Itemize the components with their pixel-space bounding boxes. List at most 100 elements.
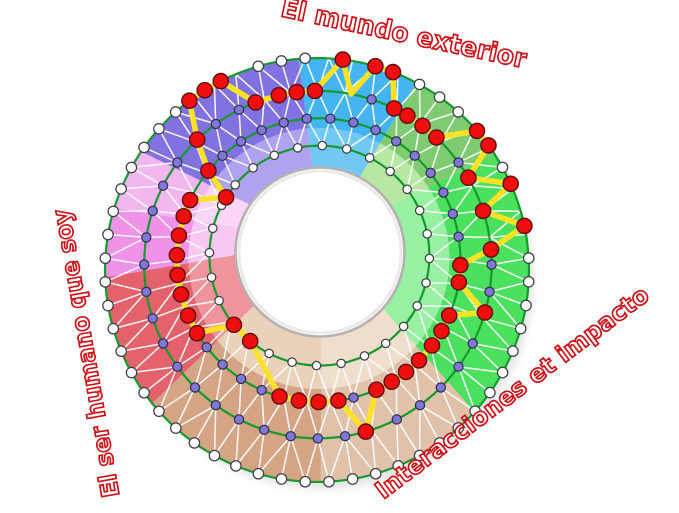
center-hole-inner-shade (237, 169, 403, 335)
answer-dot[interactable] (410, 352, 428, 369)
answer-dot[interactable] (414, 117, 431, 135)
answer-dot[interactable] (212, 72, 230, 90)
answer-dot[interactable] (428, 129, 445, 146)
ring-node (390, 136, 402, 147)
answer-dot[interactable] (188, 131, 206, 148)
answer-dot[interactable] (168, 246, 186, 264)
answer-dot[interactable] (452, 256, 469, 274)
ring-node (341, 144, 352, 154)
ring-node (201, 342, 212, 353)
ring-node (369, 467, 382, 480)
ring-node (435, 382, 447, 393)
answer-dot[interactable] (169, 266, 186, 284)
answer-dot[interactable] (181, 92, 198, 109)
ring-node (208, 449, 221, 462)
answer-dot[interactable] (440, 307, 458, 324)
answer-dot[interactable] (247, 94, 264, 111)
ring-node (323, 475, 335, 488)
ring-node (433, 91, 446, 103)
answer-dot[interactable] (290, 392, 308, 409)
ring-node (172, 361, 183, 372)
answer-dot[interactable] (181, 191, 199, 209)
answer-dot[interactable] (170, 227, 188, 244)
answer-dot[interactable] (217, 188, 235, 206)
ring-node (507, 345, 519, 357)
answer-dot[interactable] (310, 393, 327, 411)
answer-dot[interactable] (397, 363, 415, 381)
answer-dot[interactable] (306, 82, 324, 100)
ring-node (233, 104, 245, 116)
answer-dot[interactable] (482, 241, 500, 258)
ring-node (169, 106, 182, 118)
ring-node (453, 157, 464, 168)
ring-node (409, 150, 420, 161)
answer-dot[interactable] (172, 286, 190, 303)
answer-dot[interactable] (225, 316, 243, 334)
answer-dot[interactable] (368, 381, 385, 399)
answer-dot[interactable] (480, 137, 497, 154)
answer-dot[interactable] (399, 107, 416, 124)
answer-dot[interactable] (175, 207, 192, 225)
ring-node (486, 259, 497, 270)
answer-dot[interactable] (384, 63, 402, 81)
ring-node (210, 399, 222, 411)
ring-node (206, 272, 217, 283)
ring-node (147, 205, 158, 217)
answer-dot[interactable] (460, 169, 477, 186)
ring-node (141, 232, 152, 243)
answer-dot[interactable] (423, 337, 441, 354)
ring-node (412, 301, 423, 311)
answer-dot[interactable] (200, 162, 217, 180)
answer-dot[interactable] (188, 324, 206, 342)
answer-dot[interactable] (330, 392, 347, 409)
ring-node (312, 433, 324, 444)
ring-node (125, 161, 138, 174)
ring-node (115, 183, 127, 195)
ring-node (287, 357, 297, 368)
answer-dot[interactable] (334, 51, 352, 68)
ring-node (299, 52, 311, 65)
ring-node (147, 313, 158, 324)
ring-node (217, 359, 228, 370)
answer-dot[interactable] (468, 122, 486, 140)
ring-node (278, 117, 289, 128)
ring-node (138, 259, 150, 270)
ring-node (496, 366, 509, 379)
answer-dot[interactable] (270, 87, 288, 104)
ring-node (292, 142, 303, 153)
ring-node (141, 286, 152, 298)
answer-dot[interactable] (516, 217, 533, 235)
ring-node (438, 187, 449, 198)
ring-node (235, 373, 247, 385)
answer-dot[interactable] (502, 175, 520, 193)
answer-dot[interactable] (383, 373, 401, 391)
wheel-layers (99, 51, 535, 489)
ring-node (311, 360, 322, 371)
ring-node (107, 322, 120, 335)
answer-dot[interactable] (474, 202, 492, 220)
ring-node (125, 366, 138, 379)
answer-dot[interactable] (357, 423, 375, 440)
ring-node (252, 467, 265, 480)
answer-dot[interactable] (271, 388, 288, 405)
ring-node (258, 424, 270, 436)
answer-dot[interactable] (367, 57, 384, 75)
ring-node (157, 338, 169, 349)
ring-node (452, 422, 465, 434)
ring-node (522, 275, 535, 288)
ring-node (115, 345, 128, 358)
ring-node (217, 150, 228, 162)
answer-dot[interactable] (450, 273, 468, 291)
ring-node (99, 276, 112, 288)
answer-dot[interactable] (476, 304, 494, 321)
ring-node (447, 208, 459, 220)
ring-node (339, 430, 351, 442)
answer-dot[interactable] (179, 307, 197, 324)
answer-dot[interactable] (288, 83, 306, 101)
answer-dot[interactable] (196, 81, 213, 99)
answer-dot[interactable] (433, 322, 450, 340)
ring-node (235, 136, 247, 147)
answer-dot[interactable] (385, 100, 403, 117)
answer-dot[interactable] (241, 332, 259, 350)
